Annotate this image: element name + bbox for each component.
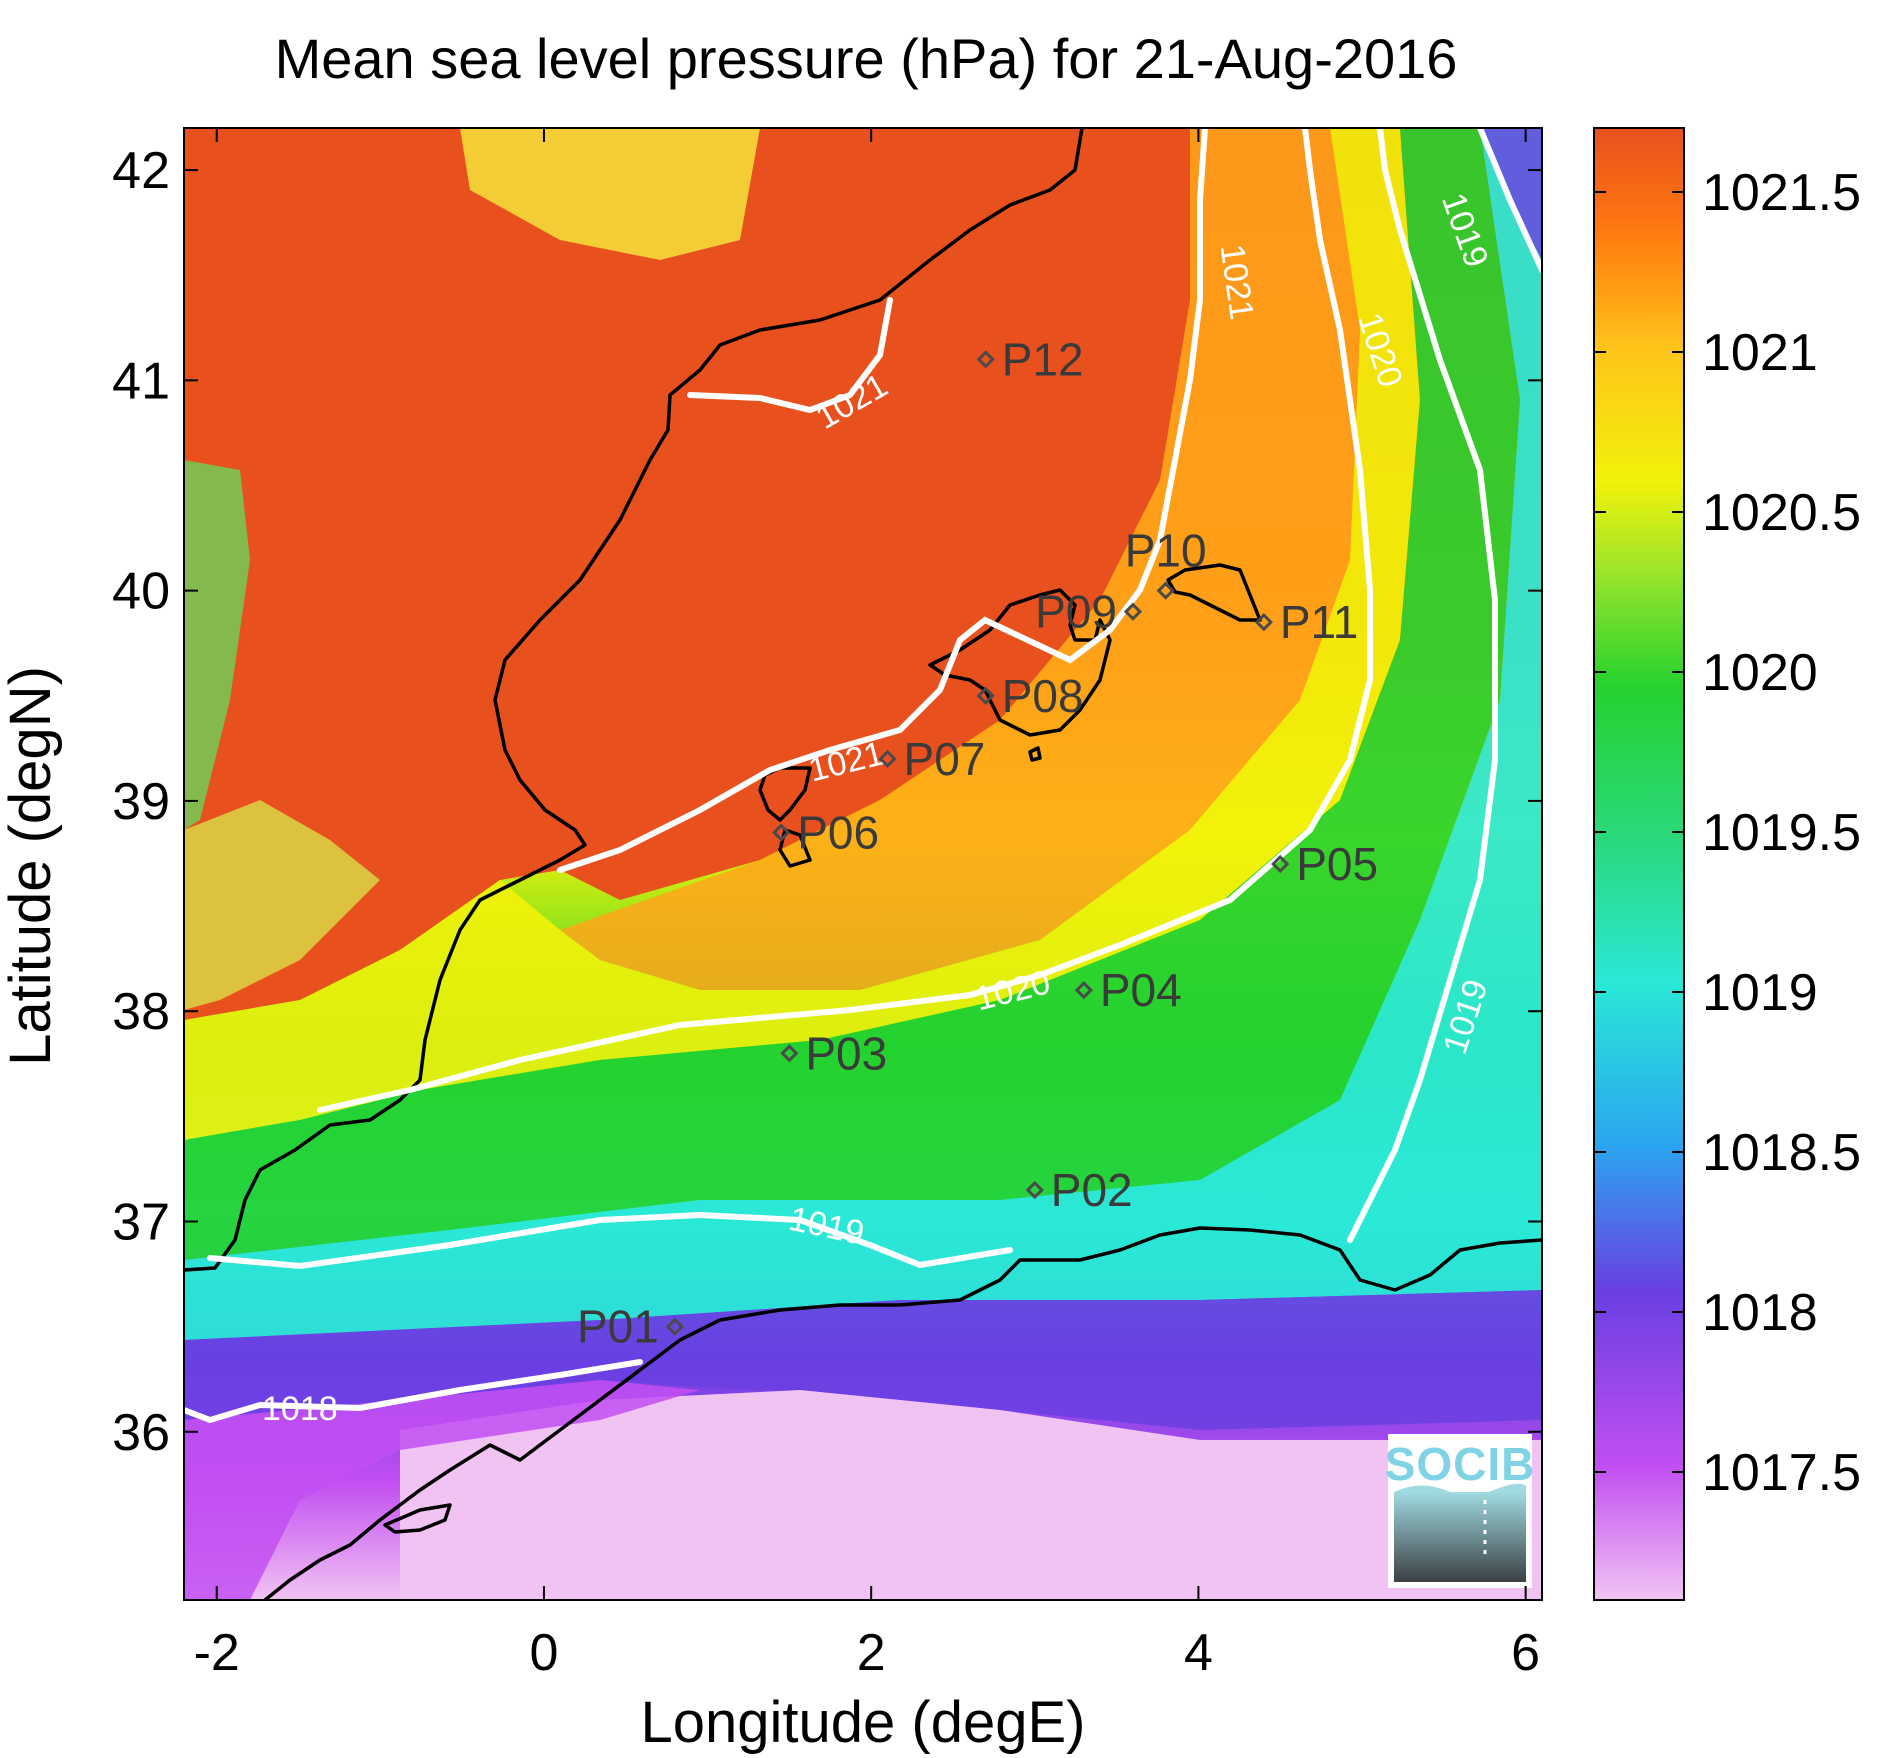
pressure-zone-orange <box>560 128 1360 990</box>
station-p09: P09 <box>1035 586 1143 638</box>
pressure-contours <box>184 128 1542 1424</box>
colorbar-gradient <box>1593 127 1685 1601</box>
station-marker <box>665 1317 684 1336</box>
station-label: P09 <box>1035 586 1117 638</box>
station-label: P01 <box>577 1301 659 1353</box>
station-label: P08 <box>1002 670 1084 722</box>
coastline-iberia <box>184 128 1084 1272</box>
colorbar-tick-label: 1021.5 <box>1702 164 1861 222</box>
coastlines <box>184 128 1542 1600</box>
station-p12: P12 <box>976 333 1084 385</box>
colorbar-tick-label: 1021 <box>1702 324 1818 382</box>
pressure-zone-blue <box>184 1290 1542 1430</box>
x-axis-label: Longitude (degE) <box>641 1690 1086 1755</box>
colorbar-tick-label: 1017.5 <box>1702 1444 1861 1502</box>
station-p02: P02 <box>1025 1164 1133 1216</box>
y-tick-label: 40 <box>112 563 170 621</box>
colorbar-ticks: 1017.5 1018 1018.5 1019 1019.5 1020 1020.5 1021… <box>1594 164 1861 1502</box>
contour-1021-north <box>687 297 893 414</box>
station-label: P12 <box>1002 333 1084 385</box>
coastline-africa <box>263 1226 1542 1600</box>
contour-1019-ne <box>1477 128 1542 273</box>
station-label: P03 <box>805 1027 887 1079</box>
colorbar-tick-label: 1018 <box>1702 1284 1818 1342</box>
y-tick-label: 42 <box>112 142 170 200</box>
station-label: P02 <box>1051 1164 1133 1216</box>
station-marker <box>1271 854 1290 874</box>
map-plot-area: 1018 1019 1019 1019 1020 1020 1021 1021 … <box>184 128 1542 1600</box>
y-axis-ticks: 36 37 38 39 40 41 42 <box>112 142 1542 1462</box>
land-texture-green-west <box>184 460 250 830</box>
contour-1021-east <box>557 128 1208 873</box>
station-p01: P01 <box>577 1301 684 1353</box>
x-tick-label: 6 <box>1511 1624 1540 1682</box>
pressure-zone-low <box>400 1390 1542 1600</box>
station-marker <box>1123 602 1143 621</box>
contour-1020 <box>317 128 1373 1113</box>
coastline-alboran <box>383 1503 452 1534</box>
map-frame <box>183 127 1543 1601</box>
station-label: P04 <box>1100 964 1182 1016</box>
station-label: P07 <box>904 733 986 785</box>
x-tick-label: 0 <box>529 1624 558 1682</box>
station-marker <box>1074 981 1094 1000</box>
x-tick-label: -2 <box>194 1624 240 1682</box>
pressure-zone-green <box>184 128 1520 1260</box>
station-marker <box>878 749 897 768</box>
colorbar-tick-label: 1019.5 <box>1702 804 1861 862</box>
land-texture-yellow-west <box>184 800 380 1010</box>
station-label: P10 <box>1125 525 1207 577</box>
station-marker <box>772 823 791 842</box>
station-marker <box>780 1044 799 1063</box>
contour-1019-south <box>207 1211 1013 1270</box>
x-tick-label: 2 <box>857 1624 886 1682</box>
colorbar-tick-label: 1020.5 <box>1702 484 1861 542</box>
colorbar-tick-label: 1020 <box>1702 644 1818 702</box>
colorbar-tick-label: 1018.5 <box>1702 1124 1861 1182</box>
station-label: P06 <box>797 806 879 858</box>
y-tick-label: 38 <box>112 983 170 1041</box>
socib-logo-text: SOCIB <box>1385 1438 1536 1490</box>
station-p03: P03 <box>780 1027 887 1079</box>
station-p11: P11 <box>1254 596 1358 648</box>
y-tick-label: 37 <box>112 1193 170 1251</box>
station-marker <box>976 686 995 705</box>
map-title: Mean sea level pressure (hPa) for 21-Aug… <box>275 27 1458 90</box>
station-marker <box>1156 581 1175 600</box>
pressure-zone-high <box>184 128 1210 1020</box>
colorbar-tick-label: 1019 <box>1702 964 1818 1022</box>
contour-label-1018: 1018 <box>262 1390 338 1428</box>
socib-logo: SOCIB <box>1385 1434 1536 1588</box>
pressure-zone-violet <box>184 1380 700 1600</box>
land-texture-yellow <box>460 128 760 260</box>
y-tick-label: 36 <box>112 1404 170 1462</box>
station-p05: P05 <box>1271 838 1378 890</box>
contour-1018 <box>184 1359 643 1424</box>
station-p04: P04 <box>1074 964 1182 1016</box>
colorbar: 1017.5 1018 1018.5 1019 1019.5 1020 1020.5 1021… <box>1593 127 1861 1601</box>
station-marker <box>1254 613 1273 632</box>
station-p06: P06 <box>772 806 879 858</box>
station-label: P11 <box>1280 596 1358 648</box>
station-marker <box>1025 1180 1044 1200</box>
x-axis-ticks: -2 0 2 4 6 <box>194 128 1540 1682</box>
pressure-zone-cyan <box>184 128 1542 1340</box>
station-p10: P10 <box>1125 525 1207 600</box>
contour-1019-east <box>1347 128 1498 1243</box>
station-p07: P07 <box>878 733 986 785</box>
coastline-ibiza <box>758 766 812 822</box>
y-axis-label: Latitude (degN) <box>0 666 63 1066</box>
station-label: P05 <box>1296 838 1378 890</box>
coastline-cabrera <box>1028 746 1042 762</box>
x-tick-label: 4 <box>1184 1624 1213 1682</box>
pressure-zone-yellow <box>184 128 1420 1140</box>
station-marker <box>976 350 995 369</box>
coastline-formentera <box>778 828 812 868</box>
station-p08: P08 <box>976 670 1084 722</box>
y-tick-label: 41 <box>112 352 170 410</box>
y-tick-label: 39 <box>112 773 170 831</box>
